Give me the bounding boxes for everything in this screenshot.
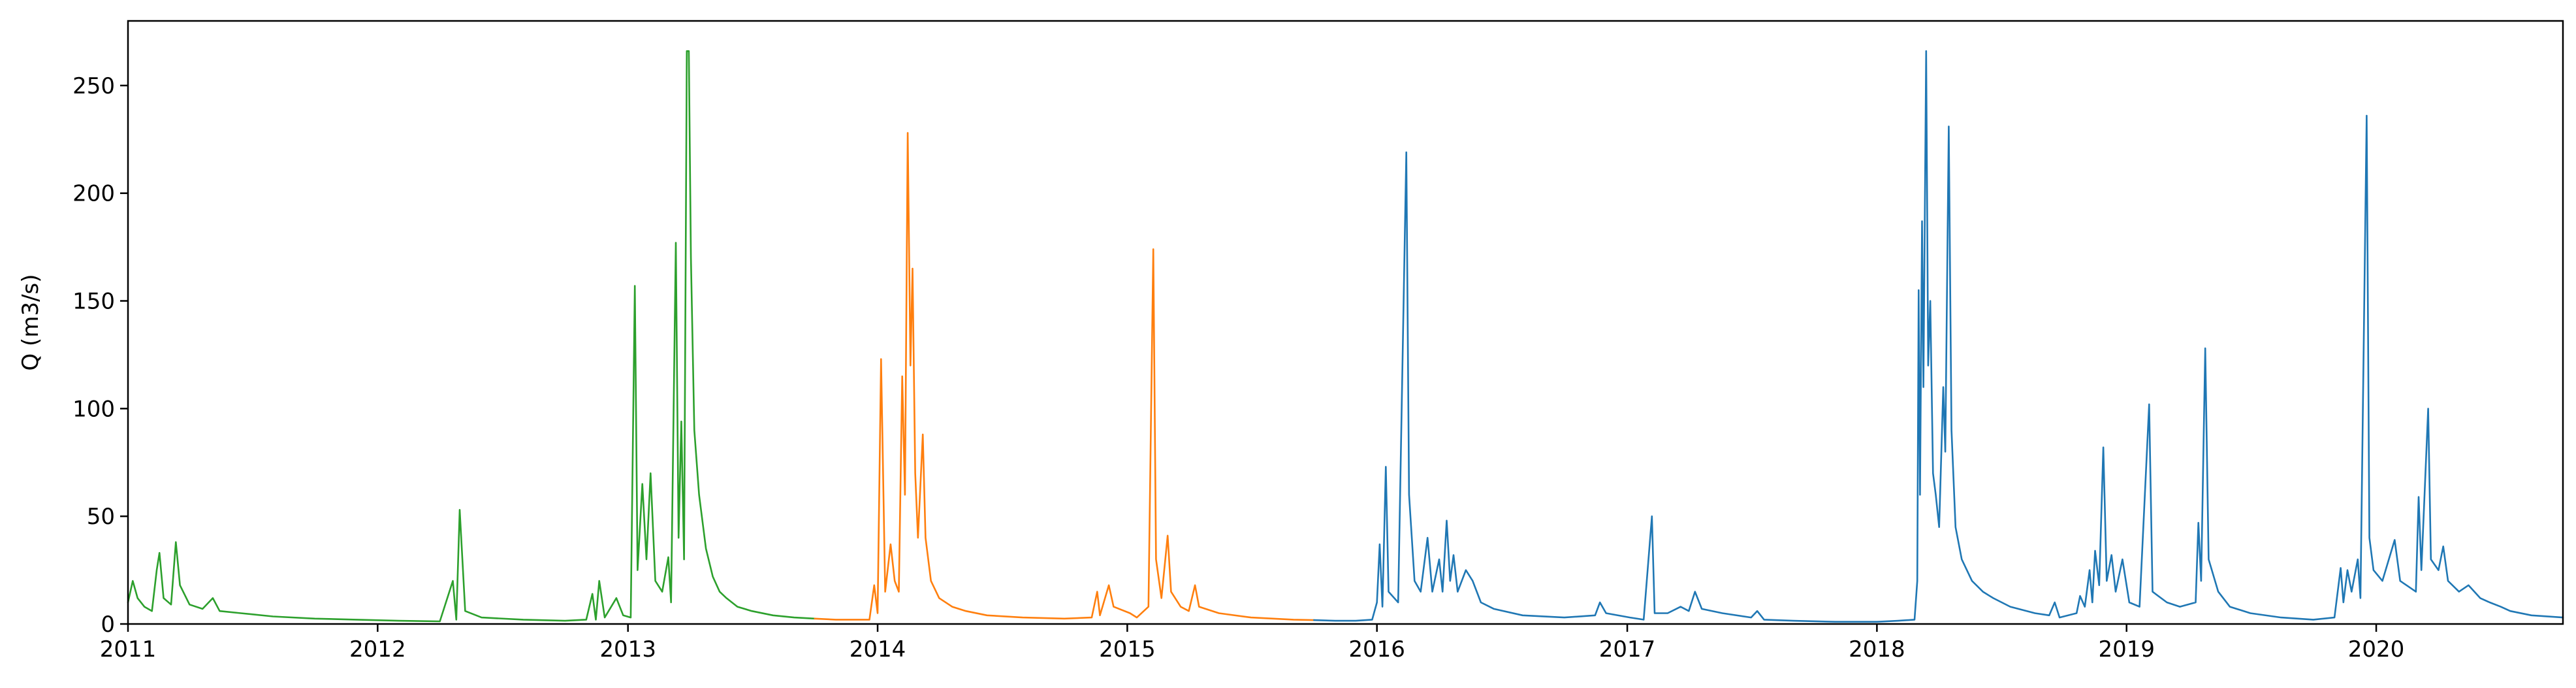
x-tick-label: 2016 [1348, 636, 1405, 663]
x-tick-label: 2017 [1599, 636, 1656, 663]
y-tick-label: 250 [72, 73, 115, 99]
series-line-3 [1313, 50, 2564, 623]
series-layer [127, 50, 2564, 623]
y-tick-label: 150 [72, 289, 115, 315]
series-line-2 [814, 132, 1315, 621]
x-tick-label: 2018 [1849, 636, 1905, 663]
series-line-1 [127, 50, 816, 623]
x-tick-label: 2019 [2098, 636, 2155, 663]
y-axis-label: Q (m3/s) [18, 274, 44, 370]
y-axis: 0 50 100 150 200 250 [72, 73, 128, 638]
x-tick-label: 2014 [850, 636, 906, 663]
x-axis: 2011 2012 2013 2014 2015 2016 2017 2018 2019 2020 [100, 624, 2405, 663]
y-tick-label: 200 [72, 181, 115, 207]
x-tick-label: 2020 [2348, 636, 2405, 663]
x-tick-label: 2011 [100, 636, 157, 663]
y-tick-label: 0 [101, 612, 115, 638]
x-tick-label: 2012 [349, 636, 406, 663]
x-tick-label: 2013 [599, 636, 656, 663]
plot-frame [127, 20, 2564, 625]
y-tick-label: 50 [87, 504, 115, 530]
y-tick-label: 100 [72, 396, 115, 422]
x-tick-label: 2015 [1099, 636, 1156, 663]
